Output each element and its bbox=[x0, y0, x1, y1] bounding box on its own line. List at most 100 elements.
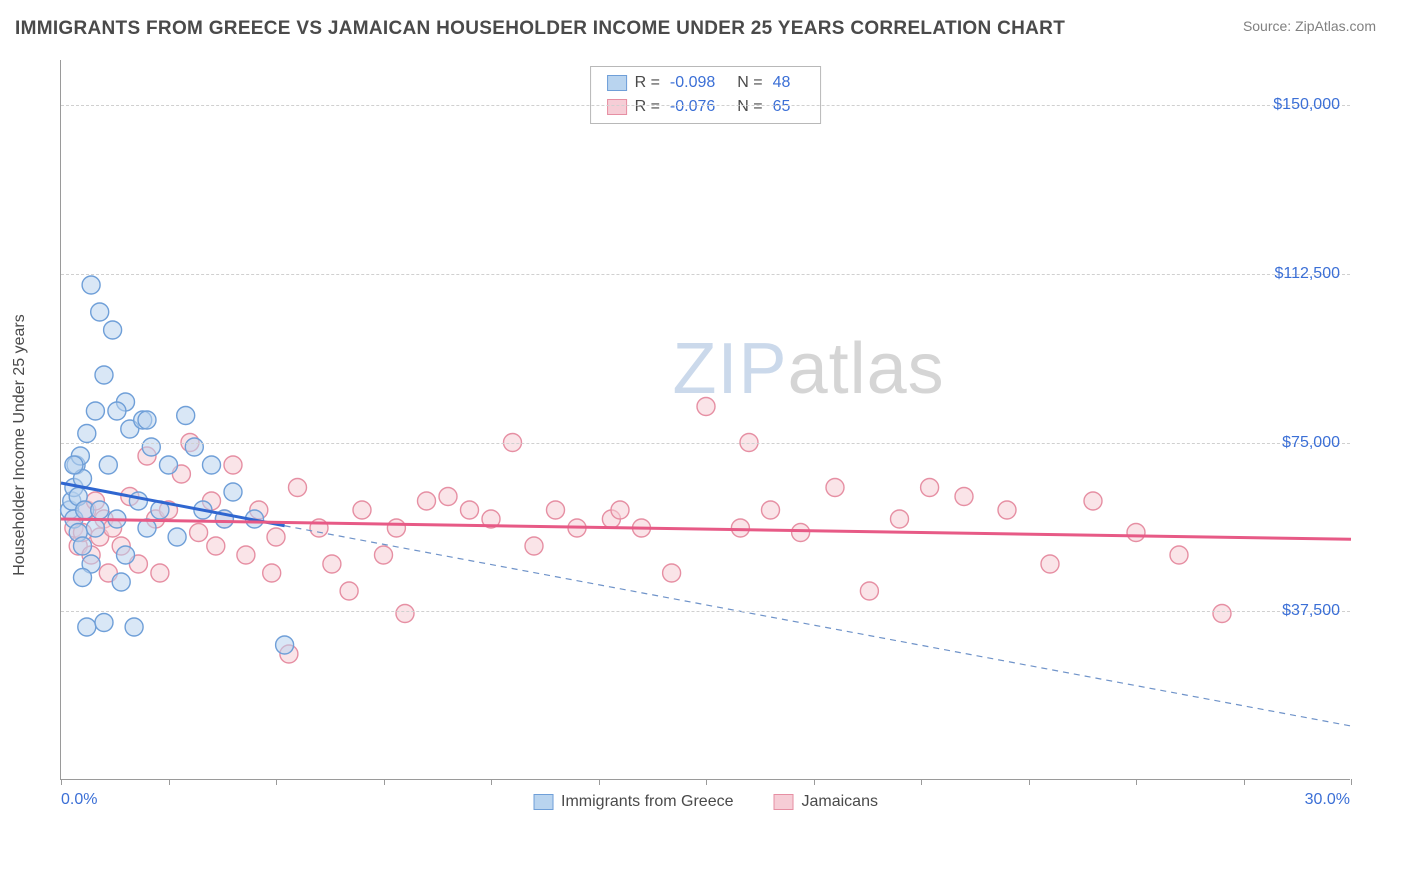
data-point bbox=[99, 456, 117, 474]
plot-area: ZIPatlas R = -0.098 N = 48 R = -0.076 N … bbox=[60, 60, 1350, 780]
x-tick bbox=[1136, 779, 1137, 785]
data-point bbox=[1213, 605, 1231, 623]
data-point bbox=[95, 614, 113, 632]
legend-swatch-0 bbox=[533, 794, 553, 810]
data-point bbox=[95, 366, 113, 384]
x-tick bbox=[384, 779, 385, 785]
data-point bbox=[86, 519, 104, 537]
plot-svg bbox=[61, 60, 1350, 779]
r-value-0: -0.098 bbox=[670, 71, 715, 95]
x-tick bbox=[921, 779, 922, 785]
x-tick bbox=[599, 779, 600, 785]
data-point bbox=[160, 456, 178, 474]
data-point bbox=[151, 564, 169, 582]
data-point bbox=[91, 501, 109, 519]
data-point bbox=[921, 479, 939, 497]
data-point bbox=[998, 501, 1016, 519]
data-point bbox=[1170, 546, 1188, 564]
trend-line bbox=[61, 519, 1351, 539]
r-label: R = bbox=[635, 95, 660, 119]
y-tick-label: $112,500 bbox=[1274, 265, 1340, 283]
data-point bbox=[611, 501, 629, 519]
r-value-1: -0.076 bbox=[670, 95, 715, 119]
stats-row-1: R = -0.076 N = 65 bbox=[607, 95, 805, 119]
data-point bbox=[237, 546, 255, 564]
data-point bbox=[65, 456, 83, 474]
data-point bbox=[78, 425, 96, 443]
trend-line-extension bbox=[285, 526, 1351, 726]
data-point bbox=[955, 488, 973, 506]
chart-source: Source: ZipAtlas.com bbox=[1243, 18, 1376, 34]
data-point bbox=[289, 479, 307, 497]
data-point bbox=[74, 569, 92, 587]
stats-legend-box: R = -0.098 N = 48 R = -0.076 N = 65 bbox=[590, 66, 822, 124]
x-tick bbox=[169, 779, 170, 785]
data-point bbox=[547, 501, 565, 519]
data-point bbox=[112, 573, 130, 591]
data-point bbox=[663, 564, 681, 582]
y-tick-label: $75,000 bbox=[1282, 434, 1340, 452]
data-point bbox=[138, 411, 156, 429]
data-point bbox=[224, 483, 242, 501]
data-point bbox=[1127, 524, 1145, 542]
x-range-min: 0.0% bbox=[61, 791, 97, 809]
data-point bbox=[731, 519, 749, 537]
data-point bbox=[117, 546, 135, 564]
data-point bbox=[267, 528, 285, 546]
data-point bbox=[185, 438, 203, 456]
data-point bbox=[387, 519, 405, 537]
x-tick bbox=[706, 779, 707, 785]
gridline-h bbox=[61, 443, 1350, 444]
data-point bbox=[323, 555, 341, 573]
x-tick bbox=[1351, 779, 1352, 785]
chart-container: Householder Income Under 25 years ZIPatl… bbox=[50, 60, 1390, 830]
data-point bbox=[74, 537, 92, 555]
data-point bbox=[190, 524, 208, 542]
x-tick bbox=[1029, 779, 1030, 785]
data-point bbox=[1084, 492, 1102, 510]
bottom-legend: Immigrants from Greece Jamaicans bbox=[533, 793, 878, 811]
data-point bbox=[91, 303, 109, 321]
x-tick bbox=[814, 779, 815, 785]
chart-title: IMMIGRANTS FROM GREECE VS JAMAICAN HOUSE… bbox=[15, 18, 1065, 40]
data-point bbox=[461, 501, 479, 519]
data-point bbox=[525, 537, 543, 555]
data-point bbox=[792, 524, 810, 542]
data-point bbox=[207, 537, 225, 555]
data-point bbox=[1041, 555, 1059, 573]
data-point bbox=[125, 618, 143, 636]
data-point bbox=[108, 402, 126, 420]
gridline-h bbox=[61, 105, 1350, 106]
n-value-1: 65 bbox=[773, 95, 791, 119]
data-point bbox=[353, 501, 371, 519]
x-range-max: 30.0% bbox=[1305, 791, 1350, 809]
data-point bbox=[78, 618, 96, 636]
legend-label-1: Jamaicans bbox=[802, 793, 878, 811]
y-tick-label: $37,500 bbox=[1282, 602, 1340, 620]
data-point bbox=[203, 456, 221, 474]
data-point bbox=[129, 492, 147, 510]
x-tick bbox=[61, 779, 62, 785]
data-point bbox=[224, 456, 242, 474]
legend-label-0: Immigrants from Greece bbox=[561, 793, 733, 811]
data-point bbox=[82, 276, 100, 294]
data-point bbox=[276, 636, 294, 654]
y-tick-label: $150,000 bbox=[1273, 96, 1340, 114]
data-point bbox=[418, 492, 436, 510]
data-point bbox=[860, 582, 878, 600]
data-point bbox=[86, 402, 104, 420]
x-tick bbox=[491, 779, 492, 785]
data-point bbox=[439, 488, 457, 506]
gridline-h bbox=[61, 611, 1350, 612]
data-point bbox=[826, 479, 844, 497]
data-point bbox=[396, 605, 414, 623]
data-point bbox=[168, 528, 186, 546]
legend-swatch-1 bbox=[774, 794, 794, 810]
x-tick bbox=[276, 779, 277, 785]
data-point bbox=[177, 407, 195, 425]
data-point bbox=[891, 510, 909, 528]
data-point bbox=[375, 546, 393, 564]
swatch-series-1 bbox=[607, 99, 627, 115]
data-point bbox=[263, 564, 281, 582]
legend-item-1: Jamaicans bbox=[774, 793, 878, 811]
